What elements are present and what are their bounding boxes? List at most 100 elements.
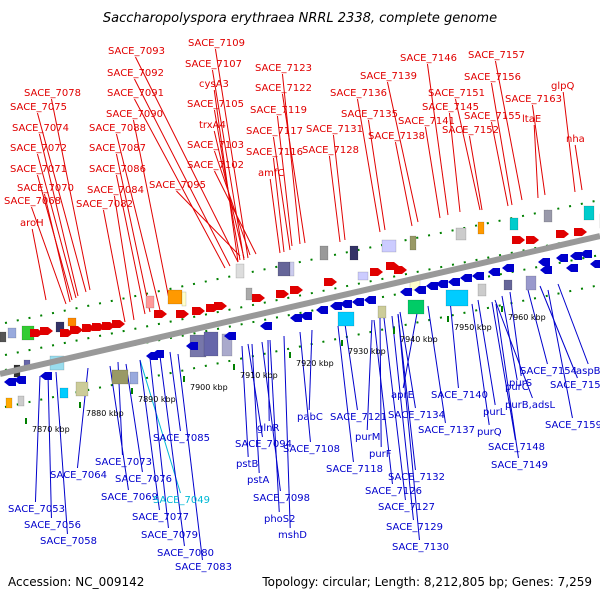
- gene-label-sace-7056[interactable]: SACE_7056: [24, 520, 81, 531]
- feature-tile[interactable]: [337, 311, 355, 327]
- gene-label-trxa4[interactable]: trxA4: [199, 120, 226, 131]
- feature-tile[interactable]: [181, 291, 187, 307]
- gene-arrow-reverse[interactable]: [316, 306, 328, 314]
- gene-label-sace-7053[interactable]: SACE_7053: [8, 504, 65, 515]
- gene-label-sace-7069[interactable]: SACE_7069: [101, 492, 158, 503]
- gene-label-sace-7158[interactable]: SACE_7158: [550, 380, 600, 391]
- gene-label-ltae[interactable]: ltaE: [522, 114, 541, 125]
- gene-label-sace-7049[interactable]: SACE_7049: [153, 495, 210, 506]
- gene-label-sace-7107[interactable]: SACE_7107: [185, 59, 242, 70]
- feature-tile[interactable]: [289, 261, 295, 277]
- feature-tile[interactable]: [349, 245, 359, 261]
- feature-tile[interactable]: [277, 261, 291, 277]
- gene-label-purb-adsl[interactable]: purB,adsL: [505, 400, 556, 411]
- gene-label-sace-7071[interactable]: SACE_7071: [10, 164, 67, 175]
- gene-label-amfc[interactable]: amfC: [258, 168, 284, 179]
- feature-tile[interactable]: [357, 271, 369, 281]
- gene-arrow-reverse[interactable]: [260, 322, 272, 330]
- gene-label-sace-7126[interactable]: SACE_7126: [365, 486, 422, 497]
- gene-label-nha[interactable]: nha: [566, 134, 585, 145]
- gene-label-sace-7148[interactable]: SACE_7148: [488, 442, 545, 453]
- gene-label-sace-7094[interactable]: SACE_7094: [235, 439, 292, 450]
- gene-arrow-forward[interactable]: [512, 236, 525, 244]
- gene-label-purs[interactable]: purS: [509, 378, 532, 389]
- feature-tile[interactable]: [583, 205, 595, 221]
- gene-arrow-reverse[interactable]: [436, 280, 448, 288]
- gene-arrow-forward[interactable]: [60, 329, 73, 337]
- feature-tile[interactable]: [67, 317, 77, 327]
- gene-label-purc[interactable]: purC: [505, 382, 529, 393]
- gene-label-sace-7075[interactable]: SACE_7075: [10, 102, 67, 113]
- gene-arrow-reverse[interactable]: [580, 250, 592, 258]
- gene-label-sace-7130[interactable]: SACE_7130: [392, 542, 449, 553]
- feature-tile[interactable]: [0, 331, 7, 343]
- gene-label-sace-7155[interactable]: SACE_7155: [464, 111, 521, 122]
- gene-arrow-reverse[interactable]: [570, 252, 582, 260]
- feature-tile[interactable]: [235, 263, 245, 279]
- gene-label-sace-7074[interactable]: SACE_7074: [12, 123, 69, 134]
- gene-arrow-reverse[interactable]: [300, 312, 312, 320]
- gene-label-pstb[interactable]: pstB: [236, 459, 258, 470]
- gene-label-phos2[interactable]: phoS2: [264, 514, 296, 525]
- gene-label-sace-7088[interactable]: SACE_7088: [89, 123, 146, 134]
- gene-arrow-forward[interactable]: [40, 327, 53, 335]
- gene-arrow-reverse[interactable]: [414, 286, 426, 294]
- gene-label-sace-7121[interactable]: SACE_7121: [330, 412, 387, 423]
- gene-label-sace-7116[interactable]: SACE_7116: [246, 147, 303, 158]
- gene-label-sace-7149[interactable]: SACE_7149: [491, 460, 548, 471]
- gene-arrow-reverse[interactable]: [224, 332, 236, 340]
- gene-label-sace-7102[interactable]: SACE_7102: [187, 160, 244, 171]
- gene-label-sace-7138[interactable]: SACE_7138: [368, 131, 425, 142]
- gene-arrow-reverse[interactable]: [540, 266, 552, 274]
- gene-label-sace-7078[interactable]: SACE_7078: [24, 88, 81, 99]
- gene-label-sace-7154[interactable]: SACE_7154: [520, 366, 577, 377]
- gene-arrow-forward[interactable]: [252, 294, 265, 302]
- gene-arrow-reverse[interactable]: [330, 302, 342, 310]
- gene-label-sace-7152[interactable]: SACE_7152: [442, 125, 499, 136]
- feature-tile[interactable]: [477, 283, 487, 297]
- gene-arrow-forward[interactable]: [154, 310, 167, 318]
- gene-label-sace-7137[interactable]: SACE_7137: [418, 425, 475, 436]
- gene-label-sace-7085[interactable]: SACE_7085: [153, 433, 210, 444]
- feature-tile[interactable]: [409, 235, 417, 251]
- gene-arrow-forward[interactable]: [214, 302, 227, 310]
- gene-label-sace-7156[interactable]: SACE_7156: [464, 72, 521, 83]
- gene-label-sace-7117[interactable]: SACE_7117: [246, 126, 303, 137]
- gene-label-aspb[interactable]: aspB: [576, 366, 600, 377]
- gene-label-mshd[interactable]: mshD: [278, 530, 307, 541]
- gene-arrow-forward[interactable]: [92, 323, 105, 331]
- gene-arrow-reverse[interactable]: [566, 264, 578, 272]
- gene-arrow-forward[interactable]: [176, 310, 189, 318]
- gene-label-sace-7092[interactable]: SACE_7092: [107, 68, 164, 79]
- gene-label-sace-7151[interactable]: SACE_7151: [428, 88, 485, 99]
- gene-arrow-reverse[interactable]: [460, 274, 472, 282]
- gene-label-sace-7109[interactable]: SACE_7109: [188, 38, 245, 49]
- gene-arrow-forward[interactable]: [290, 286, 303, 294]
- gene-label-sace-7105[interactable]: SACE_7105: [187, 99, 244, 110]
- gene-label-sace-7093[interactable]: SACE_7093: [108, 46, 165, 57]
- gene-label-apre[interactable]: aprE: [391, 390, 414, 401]
- feature-tile[interactable]: [5, 397, 13, 409]
- gene-label-sace-7132[interactable]: SACE_7132: [388, 472, 445, 483]
- feature-tile[interactable]: [477, 221, 485, 235]
- gene-label-sace-7082[interactable]: SACE_7082: [76, 199, 133, 210]
- gene-label-sace-7068[interactable]: SACE_7068: [4, 196, 61, 207]
- gene-label-sace-7136[interactable]: SACE_7136: [330, 88, 387, 99]
- feature-tile[interactable]: [75, 381, 89, 397]
- gene-arrow-reverse[interactable]: [538, 258, 550, 266]
- gene-label-sace-7083[interactable]: SACE_7083: [175, 562, 232, 573]
- gene-arrow-forward[interactable]: [324, 278, 337, 286]
- feature-tile[interactable]: [381, 239, 397, 253]
- gene-label-sace-7145[interactable]: SACE_7145: [422, 102, 479, 113]
- gene-label-sace-7119[interactable]: SACE_7119: [250, 105, 307, 116]
- feature-tile[interactable]: [407, 299, 425, 315]
- gene-label-sace-7087[interactable]: SACE_7087: [89, 143, 146, 154]
- gene-label-sace-7146[interactable]: SACE_7146: [400, 53, 457, 64]
- gene-label-sace-7091[interactable]: SACE_7091: [107, 88, 164, 99]
- gene-arrow-forward[interactable]: [370, 268, 383, 276]
- feature-tile[interactable]: [503, 279, 513, 291]
- gene-label-sace-7077[interactable]: SACE_7077: [132, 512, 189, 523]
- feature-tile[interactable]: [319, 245, 329, 261]
- feature-tile[interactable]: [455, 227, 467, 241]
- gene-arrow-reverse[interactable]: [4, 378, 16, 386]
